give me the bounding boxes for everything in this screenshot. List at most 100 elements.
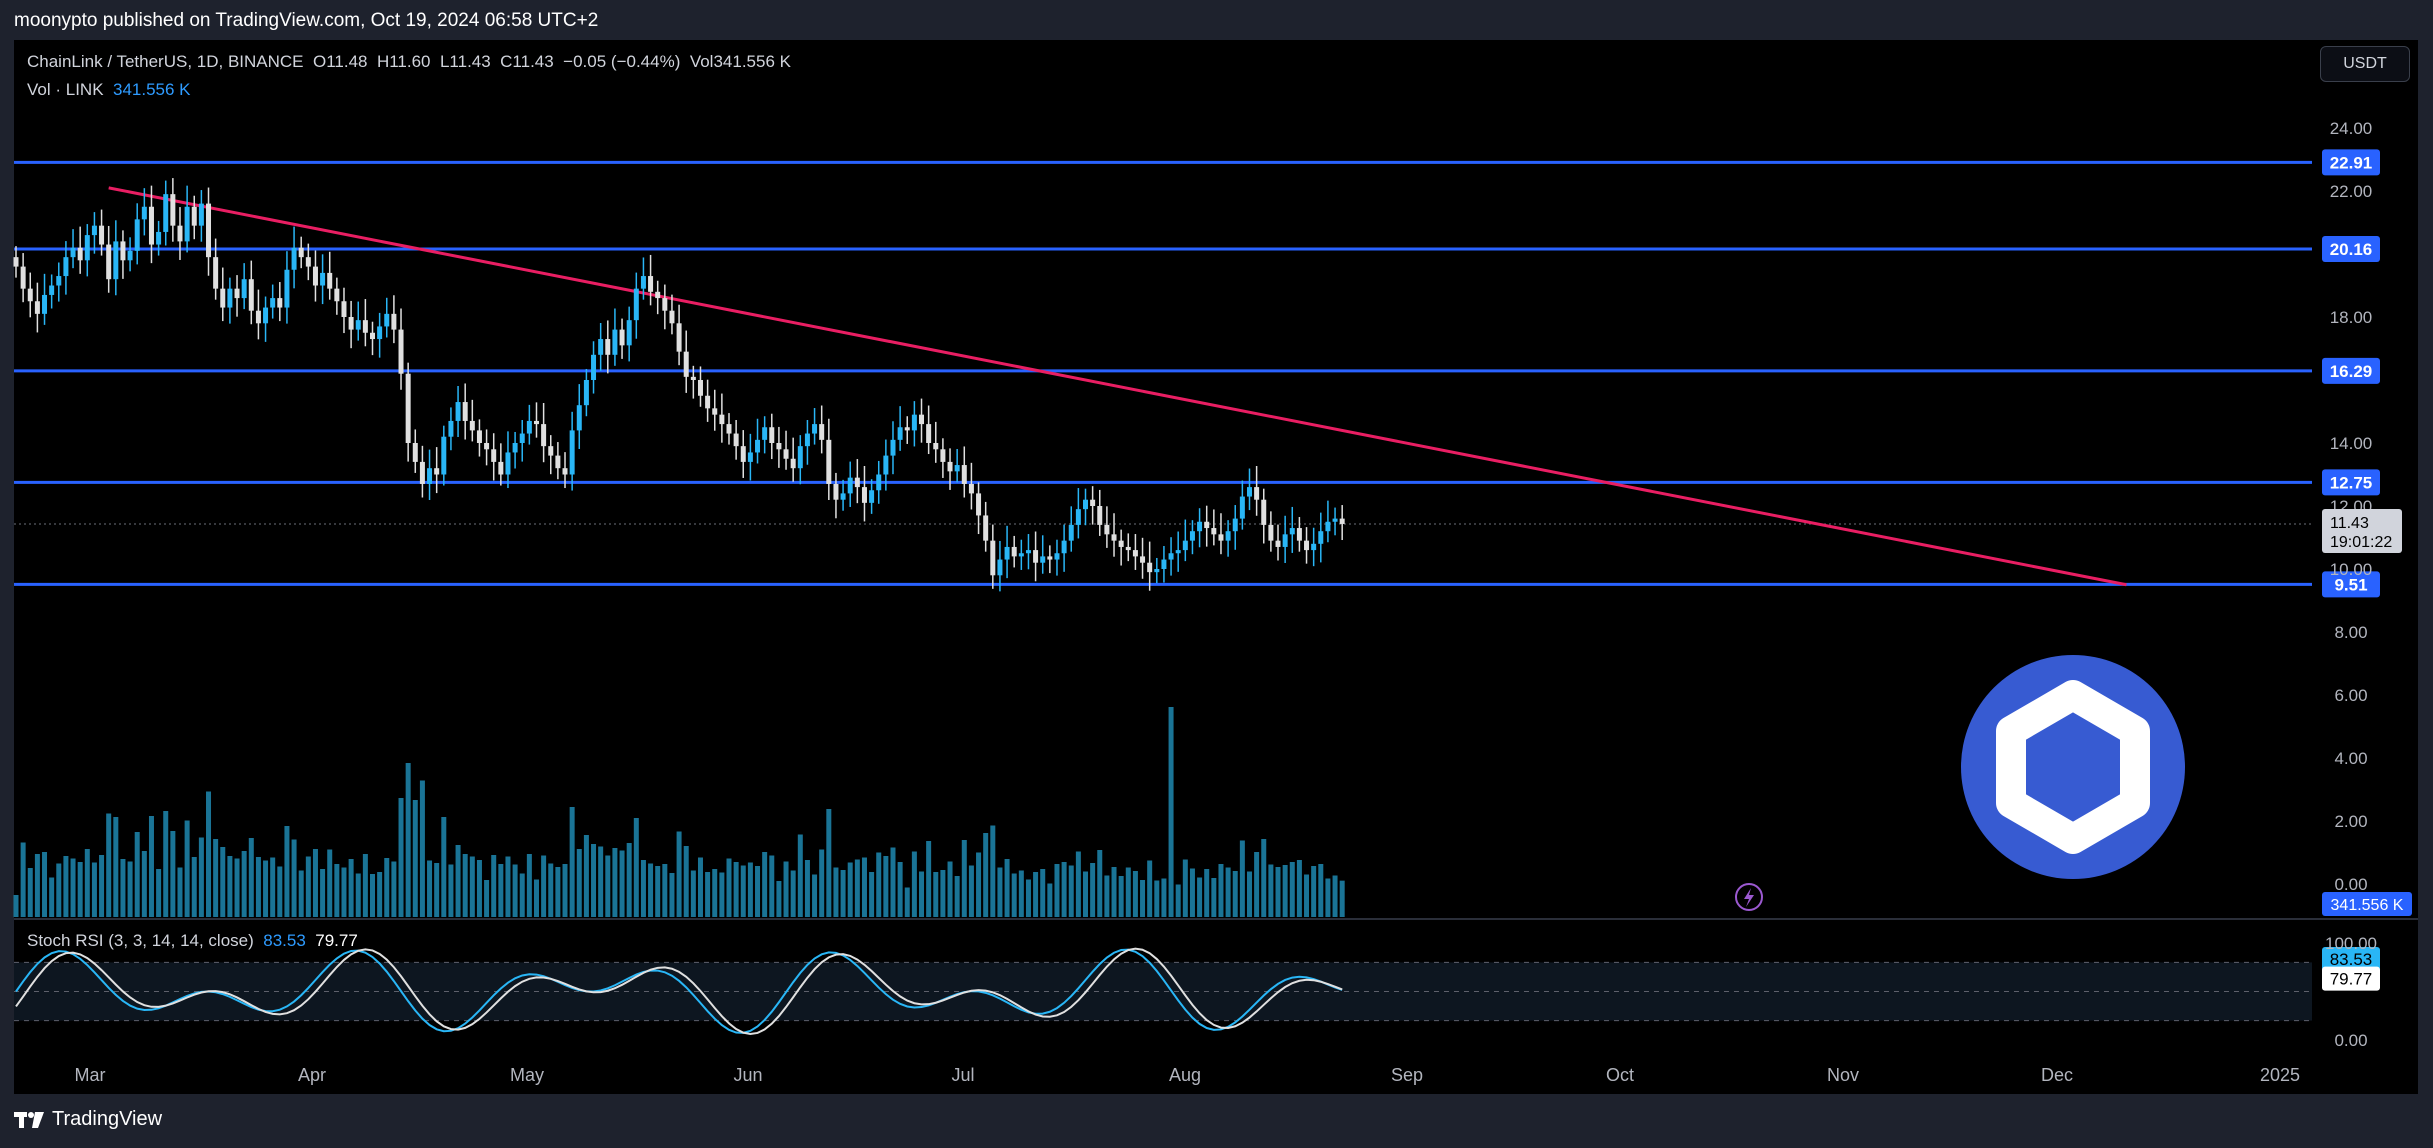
candle [1033,531,1039,582]
volume-bar [270,857,276,917]
candle [1325,500,1331,543]
candle-body [1282,534,1288,547]
candle [648,254,654,306]
volume-bar [1154,880,1160,917]
candle-body [220,288,226,308]
level-tag [2322,235,2380,262]
candle-body [833,483,839,500]
candle [904,416,910,444]
volume-bar [576,849,582,917]
candle-body [740,446,746,462]
volume-bar [220,847,226,917]
volume-bar [1296,860,1302,917]
level-label: 9.51 [2334,575,2367,594]
volume-bar [648,863,654,917]
candle [1311,527,1317,567]
volume-bar [348,859,354,917]
candle [362,299,368,347]
volume-bar [84,849,90,917]
candle [305,243,311,281]
candle [1254,465,1260,516]
candle-body [99,225,105,245]
stoch-k-value: 83.53 [263,931,306,950]
candle-body [227,288,233,308]
candle [662,284,668,330]
level-tag [2322,571,2380,598]
volume-bar [1318,864,1324,917]
volume-bar [177,867,183,917]
volume-bar [455,845,461,917]
time-axis-tick: Jun [733,1065,762,1085]
volume-bar [1047,883,1053,917]
candle-body [1311,543,1317,551]
candle-body [861,487,867,503]
volume-tag [2322,892,2412,916]
candle-body [926,424,932,443]
candle [248,260,254,325]
candle [113,220,119,296]
volume-bar [747,862,753,917]
time-axis-tick: Dec [2041,1065,2073,1085]
candle [591,341,597,394]
volume-bar [434,863,440,917]
candle-body [619,329,625,346]
candle-body [626,320,632,346]
candle-body [1296,528,1302,541]
candle-body [291,247,297,270]
candle [897,406,903,451]
candle [983,501,989,552]
candle-body [427,468,433,484]
volume-bar [1175,884,1181,917]
candle [1132,534,1138,570]
volume-bar [883,856,889,917]
candle [70,229,76,269]
candle [619,318,625,359]
volume-bar [49,877,55,917]
price-axis-tick: 0.00 [2334,875,2367,894]
candle-body [697,380,703,396]
candle-body [455,402,461,421]
candle-body [990,540,996,576]
candle [1025,534,1031,570]
volume-bar [1197,877,1203,917]
stoch-axis-tick: 0.00 [2334,1031,2367,1050]
candle-body [1339,518,1345,524]
candle [1189,520,1195,555]
candle [42,273,48,325]
candle [1147,541,1153,591]
candle [1140,537,1146,579]
candle-body [576,405,582,431]
candle [491,433,497,481]
candle [769,413,775,460]
volume-bar [34,854,40,917]
candle-body [968,483,974,494]
candle-body [911,414,917,431]
candle [747,433,753,481]
candle-body [1033,550,1039,563]
candle [726,413,732,445]
tradingview-brand[interactable]: TradingView [14,1108,162,1131]
price-axis-tick: 2.00 [2334,812,2367,831]
volume-bar [1104,875,1110,917]
candle-body [305,257,311,267]
candle [120,230,126,279]
bolt-icon[interactable] [1735,883,1763,911]
volume-bar [234,858,240,917]
currency-button[interactable]: USDT [2320,46,2410,82]
volume-bar [804,860,810,917]
volume-bar [569,807,575,917]
volume-bar [562,864,568,917]
candle [790,437,796,482]
volume-bar [769,855,775,917]
volume-bar [27,868,33,917]
candle [391,295,397,344]
candle-body [441,436,447,475]
candle-body [1147,562,1153,573]
candle-body [148,206,154,245]
candle [505,431,511,489]
candle-body [812,424,818,434]
candle [434,447,440,494]
candle-body [869,490,875,503]
level-label: 16.29 [2330,362,2373,381]
